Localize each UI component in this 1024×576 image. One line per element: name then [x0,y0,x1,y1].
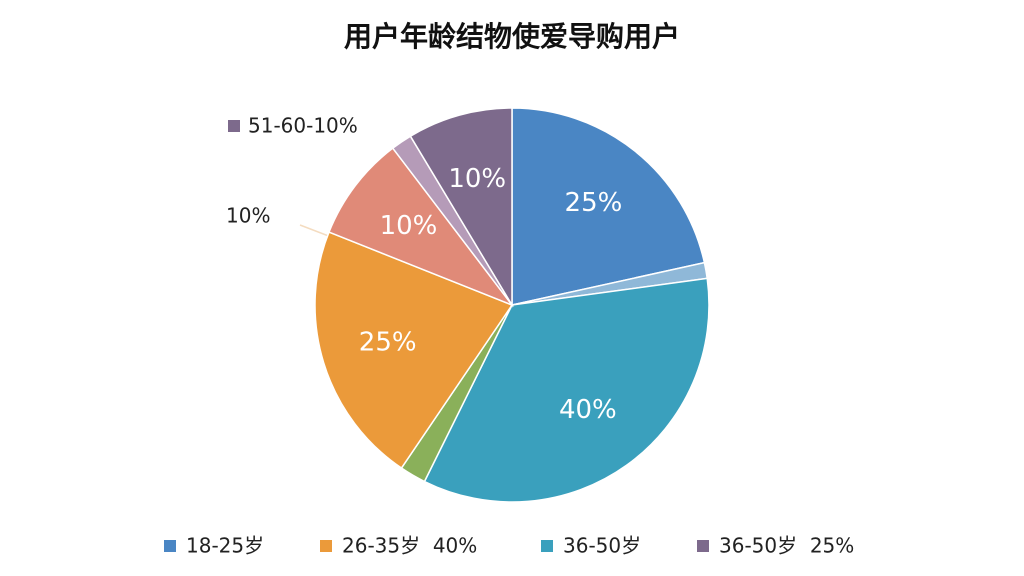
pie-slice [423,277,710,503]
pie-slice [314,231,514,470]
pie-slice [409,107,513,308]
legend-swatch [164,540,176,552]
value-label: 10% [380,211,438,241]
legend-label: 18-25岁 [186,534,264,558]
value-label: 25% [565,188,623,218]
value-label: 25% [359,328,417,358]
legend-swatch [320,540,332,552]
annotation: 10% [226,204,270,228]
legend-swatch [228,120,240,132]
pie-slice [511,107,706,306]
value-label: 10% [448,164,506,194]
value-label: 40% [559,395,617,425]
legend-label: 36-50岁 [563,534,641,558]
chart-title: 用户年龄结物使爱导购用户 [344,20,680,53]
pie-slice [328,147,515,307]
legend-swatch [697,540,709,552]
legend-label: 26-35岁 40% [342,534,477,558]
legend-swatch [541,540,553,552]
legend-label: 51-60-10% [248,114,358,138]
legend-label: 36-50岁 25% [719,534,854,558]
